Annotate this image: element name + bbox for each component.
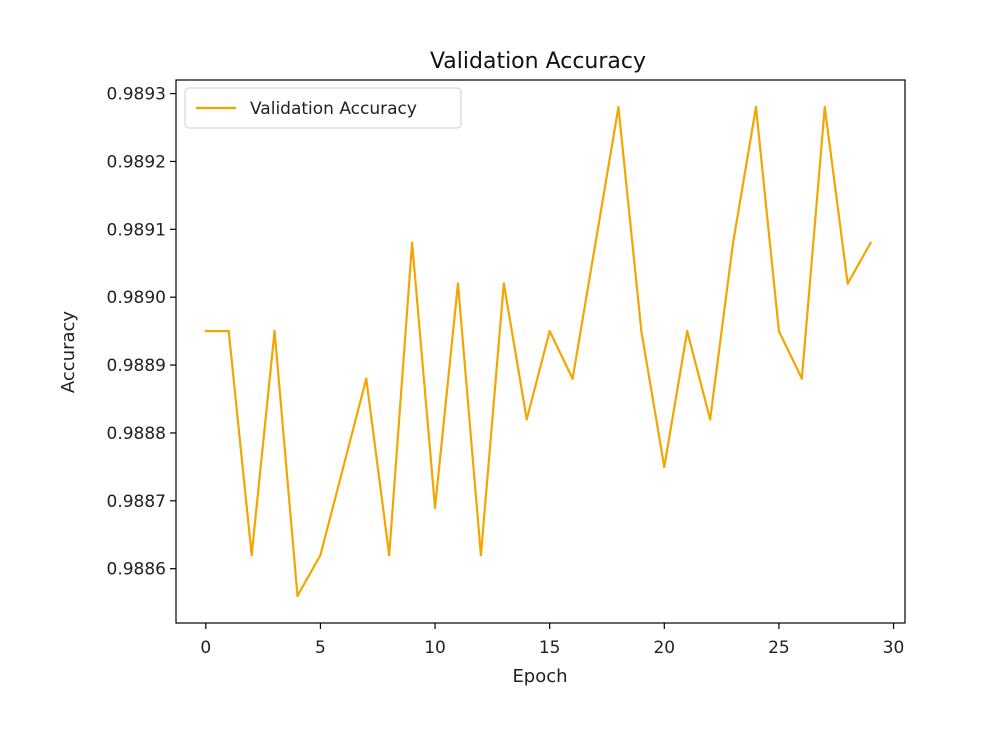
series-line: [204, 106, 872, 597]
data-point: [204, 330, 207, 333]
line-segment: [663, 330, 689, 468]
line-segment: [617, 106, 643, 333]
line-segment: [319, 465, 345, 557]
data-point: [617, 106, 620, 109]
line-segment: [731, 106, 758, 244]
y-tick-label: 0.9891: [107, 220, 166, 240]
data-point: [273, 330, 276, 333]
data-point: [731, 241, 735, 244]
x-axis-ticks: 0 5 10 15 20 25 30: [200, 623, 904, 658]
x-tick-label: 25: [768, 638, 790, 658]
data-point: [823, 106, 826, 109]
line-segment: [479, 282, 505, 557]
line-segment: [823, 106, 849, 285]
line-segment: [411, 241, 437, 509]
data-point: [388, 554, 391, 557]
y-tick-label: 0.9886: [107, 560, 166, 580]
line-segment: [273, 330, 299, 597]
data-point: [686, 330, 689, 333]
line-segment: [594, 106, 620, 244]
data-point: [777, 330, 781, 333]
line-segment: [640, 330, 666, 468]
series-layer: [204, 106, 872, 597]
data-point: [342, 465, 345, 468]
line-segment: [686, 330, 712, 421]
data-point: [479, 554, 482, 557]
x-tick-label: 20: [653, 638, 675, 658]
y-tick-label: 0.9893: [107, 85, 166, 105]
line-segment: [800, 106, 826, 380]
line-segment: [456, 282, 482, 557]
y-tick-label: 0.9890: [107, 288, 166, 308]
data-point: [663, 465, 666, 468]
line-segment: [846, 241, 872, 285]
line-segment: [754, 106, 781, 333]
x-tick-label: 5: [315, 638, 326, 658]
legend: Validation Accuracy: [184, 87, 462, 129]
x-tick-label: 10: [424, 638, 446, 658]
y-tick-label: 0.9889: [107, 356, 166, 376]
line-segment: [709, 241, 735, 421]
line-segment: [777, 330, 803, 380]
data-point: [319, 554, 322, 557]
y-tick-label: 0.9887: [107, 492, 166, 512]
legend-box: [184, 87, 462, 129]
x-tick-label: 0: [200, 638, 211, 658]
y-axis-label: Accuracy: [58, 311, 79, 394]
data-point: [594, 241, 597, 244]
data-point: [548, 330, 551, 333]
line-segment: [433, 282, 460, 509]
data-point: [800, 377, 803, 380]
legend-label: Validation Accuracy: [250, 99, 417, 119]
data-point: [433, 506, 437, 509]
line-segment: [227, 330, 253, 557]
y-tick-label: 0.9892: [107, 152, 166, 172]
data-point: [640, 330, 643, 333]
data-point: [296, 594, 299, 597]
line-segment: [388, 241, 414, 557]
data-point: [846, 282, 849, 285]
data-point: [227, 330, 230, 333]
line-segment: [525, 330, 551, 421]
data-point: [456, 282, 460, 285]
line-segment: [571, 241, 597, 380]
data-point: [571, 377, 574, 380]
y-axis-ticks: 0.9886 0.9887 0.9888 0.9889 0.9890 0.9891 0.98…: [107, 85, 176, 580]
x-tick-label: 15: [539, 638, 561, 658]
data-point: [754, 106, 758, 109]
line-segment: [296, 554, 322, 597]
x-tick-label: 30: [883, 638, 905, 658]
data-point: [869, 241, 872, 244]
line-segment: [365, 377, 391, 557]
line-segment: [548, 330, 574, 380]
x-axis-label: Epoch: [512, 666, 567, 687]
data-point: [502, 282, 505, 285]
data-point: [411, 241, 414, 244]
data-point: [250, 554, 253, 557]
data-point: [525, 418, 528, 421]
plot-frame: [175, 79, 906, 624]
data-point: [709, 418, 712, 421]
line-segment: [250, 330, 276, 557]
line-segment: [502, 282, 528, 421]
y-tick-label: 0.9888: [107, 424, 166, 444]
data-point: [365, 377, 368, 380]
line-segment: [342, 377, 368, 468]
chart-title: Validation Accuracy: [430, 49, 646, 74]
